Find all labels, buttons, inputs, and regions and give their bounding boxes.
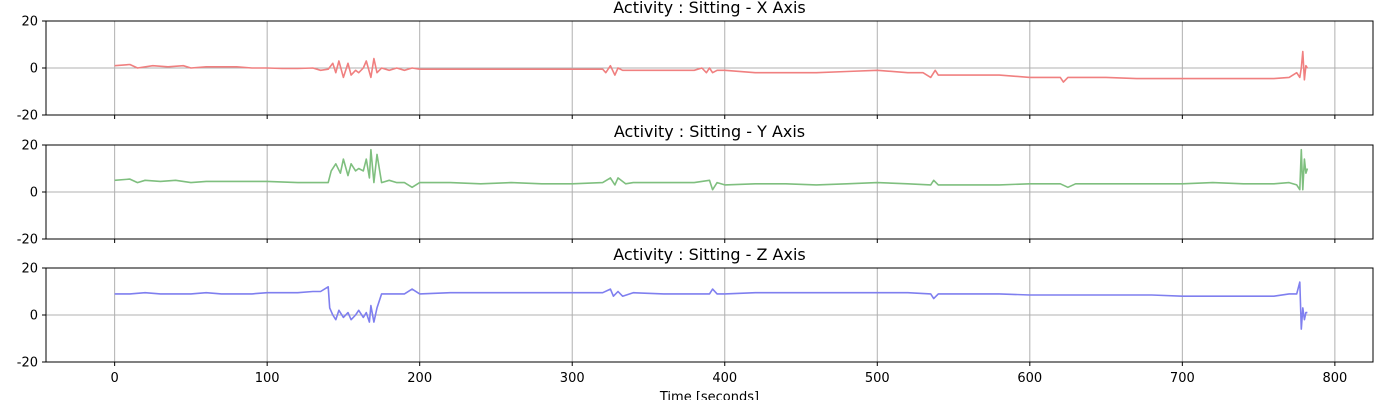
- y-tick-label: -20: [17, 109, 38, 124]
- x-tick-label: 200: [407, 371, 432, 386]
- y-tick-label: 20: [21, 15, 38, 30]
- x-tick-label: 600: [1017, 371, 1042, 386]
- series-line: [114, 281, 1308, 330]
- y-tick-label: 0: [30, 62, 38, 77]
- y-tick-label: 20: [21, 262, 38, 277]
- chart-title: Activity : Sitting - X Axis: [613, 0, 805, 17]
- x-tick-label: 0: [110, 371, 118, 386]
- x-axis-label: Time [seconds]: [659, 390, 759, 400]
- series-line: [114, 50, 1309, 83]
- x-tick-label: 700: [1170, 371, 1195, 386]
- x-tick-label: 100: [255, 371, 280, 386]
- y-tick-label: 20: [21, 139, 38, 154]
- chart-title: Activity : Sitting - Z Axis: [613, 245, 805, 264]
- x-tick-label: 300: [560, 371, 585, 386]
- series-line: [114, 148, 1309, 191]
- y-tick-label: -20: [17, 356, 38, 371]
- y-tick-label: 0: [30, 309, 38, 324]
- x-tick-label: 500: [865, 371, 890, 386]
- x-tick-label: 800: [1322, 371, 1347, 386]
- y-tick-label: 0: [30, 186, 38, 201]
- y-tick-label: -20: [17, 233, 38, 248]
- x-tick-label: 400: [712, 371, 737, 386]
- chart-title: Activity : Sitting - Y Axis: [614, 122, 805, 141]
